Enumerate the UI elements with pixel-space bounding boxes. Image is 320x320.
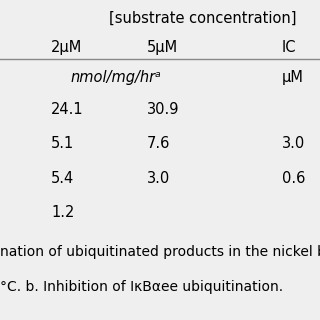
- Text: 24.1: 24.1: [51, 102, 84, 117]
- Text: 0.6: 0.6: [282, 171, 305, 186]
- Text: 1.2: 1.2: [51, 205, 75, 220]
- Text: 7.6: 7.6: [147, 136, 171, 151]
- Text: 5μM: 5μM: [147, 40, 178, 55]
- Text: 3.0: 3.0: [147, 171, 171, 186]
- Text: 5.4: 5.4: [51, 171, 75, 186]
- Text: nation of ubiquitinated products in the nickel bead: nation of ubiquitinated products in the …: [0, 245, 320, 259]
- Text: nmol/mg/hrᵃ: nmol/mg/hrᵃ: [70, 70, 161, 85]
- Text: 30.9: 30.9: [147, 102, 180, 117]
- Text: [substrate concentration]: [substrate concentration]: [109, 11, 297, 26]
- Text: IC: IC: [282, 40, 296, 55]
- Text: °C. b. Inhibition of IκBαee ubiquitination.: °C. b. Inhibition of IκBαee ubiquitinati…: [0, 280, 283, 294]
- Text: μM: μM: [282, 70, 303, 85]
- Text: 2μM: 2μM: [51, 40, 83, 55]
- Text: 3.0: 3.0: [282, 136, 305, 151]
- Text: 5.1: 5.1: [51, 136, 75, 151]
